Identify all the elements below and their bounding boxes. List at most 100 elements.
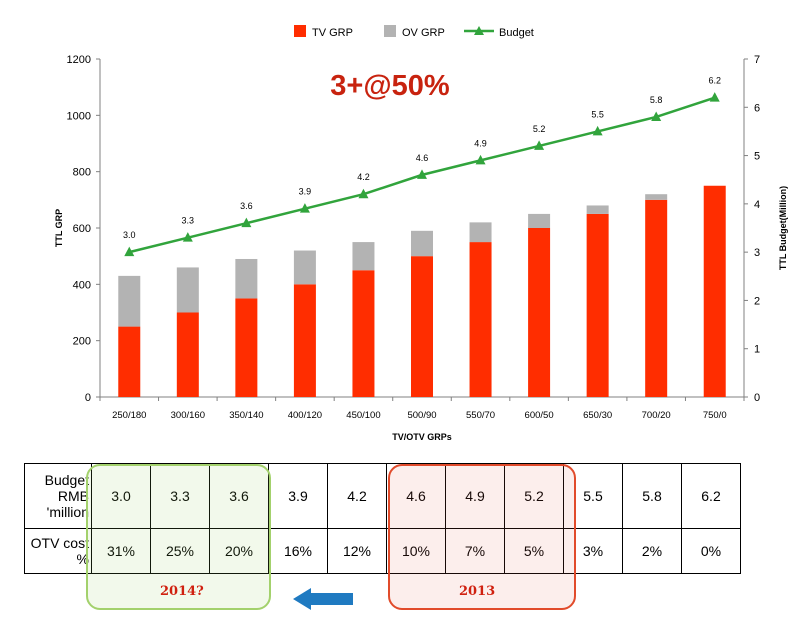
bar-tv-grp [411, 256, 433, 397]
budget-row-header-line2: RMB [57, 488, 89, 504]
bar-tv-grp [118, 326, 141, 397]
bar-tv-grp [176, 312, 199, 397]
budget-data-label: 6.2 [708, 76, 721, 86]
bar-ov-grp [586, 205, 609, 214]
y-axis-title: TTL GRP [54, 209, 64, 247]
bar-tv-grp [645, 199, 668, 397]
otv-cost-cell: 3% [563, 528, 623, 574]
bars-group [118, 185, 726, 397]
bar-ov-grp [352, 242, 375, 271]
otv-cost-cell: 31% [91, 528, 151, 574]
legend: TV GRP OV GRP Budget [294, 25, 534, 39]
otv-cost-cell: 12% [327, 528, 387, 574]
grp-budget-chart: 3+@50% TV GRP OV GRP Budget 0 200 400 600 80… [54, 25, 788, 442]
otv-cost-cell: 10% [386, 528, 446, 574]
budget-cell: 3.9 [268, 463, 328, 529]
x-tick-label: 450/100 [346, 410, 380, 421]
budget-cell: 3.0 [91, 463, 151, 529]
y-tick-label: 400 [73, 279, 91, 291]
left-y-ticks: 0 200 400 600 800 1000 1200 [67, 54, 100, 404]
otv-cost-row: OTV cost % 31% 25% 20% 16% 12% 10% 7% 5%… [24, 528, 741, 574]
right-y-ticks: 0 1 2 3 4 5 6 7 [744, 54, 760, 404]
legend-label-tv-grp: TV GRP [312, 27, 353, 39]
y2-tick-label: 4 [754, 199, 760, 211]
x-tick-label: 250/180 [112, 410, 146, 421]
left-arrow-icon [293, 588, 353, 610]
x-tick-label: 600/50 [525, 410, 554, 421]
x-tick-label: 650/30 [583, 410, 612, 421]
budget-row-header: Budget RMB 'million [24, 463, 92, 529]
budget-marker [358, 188, 369, 199]
y2-tick-label: 0 [754, 392, 760, 404]
y-tick-label: 1200 [67, 54, 91, 66]
y2-tick-label: 7 [754, 54, 760, 66]
bar-tv-grp [293, 284, 316, 397]
budget-data-label: 3.0 [123, 230, 136, 240]
box-label-2013: 2013 [459, 584, 496, 599]
budget-marker [651, 111, 662, 121]
budget-data-label: 5.5 [591, 109, 604, 119]
highlight-box-2014 [86, 464, 271, 610]
y-tick-label: 800 [73, 167, 91, 179]
otv-cost-cell: 16% [268, 528, 328, 574]
otv-cost-row-header: OTV cost % [24, 528, 92, 574]
budget-cell: 4.2 [327, 463, 387, 529]
budget-data-label: 4.2 [357, 172, 370, 182]
otv-cost-cell: 2% [622, 528, 682, 574]
budget-cell: 5.8 [622, 463, 682, 529]
x-tick-label: 400/120 [288, 410, 322, 421]
highlight-box-2013 [388, 464, 576, 610]
budget-data-label: 4.9 [474, 138, 487, 148]
budget-row: Budget RMB 'million 3.0 3.3 3.6 3.9 4.2 … [24, 463, 741, 529]
y-tick-label: 1000 [67, 110, 91, 122]
bar-tv-grp [703, 185, 726, 397]
bar-ov-grp [235, 258, 258, 299]
bar-tv-grp [352, 270, 375, 397]
y2-tick-label: 2 [754, 295, 760, 307]
y2-axis-title: TTL Budget(Million) [778, 186, 788, 270]
x-tick-label: 300/160 [171, 410, 205, 421]
otv-cost-cell: 0% [681, 528, 741, 574]
legend-label-budget: Budget [499, 27, 534, 39]
bar-ov-grp [645, 194, 668, 200]
otv-cost-cell: 7% [445, 528, 505, 574]
bar-ov-grp [469, 222, 492, 243]
x-tick-label: 700/20 [642, 410, 671, 421]
bar-tv-grp [586, 213, 609, 397]
budget-marker [241, 217, 252, 228]
y-tick-label: 600 [73, 223, 91, 235]
budget-cost-table: Budget RMB 'million 3.0 3.3 3.6 3.9 4.2 … [24, 463, 741, 574]
box-label-2014: 2014? [160, 584, 204, 599]
budget-marker [182, 232, 193, 242]
budget-row-header-line3: 'million [46, 504, 89, 520]
budget-data-label: 3.9 [299, 187, 312, 197]
bar-ov-grp [411, 230, 433, 257]
y2-tick-label: 5 [754, 151, 760, 163]
budget-marker [475, 154, 486, 165]
budget-data-label: 5.8 [650, 95, 663, 105]
left-arrow-shape [293, 588, 353, 610]
otv-cost-row-header-line1: OTV cost [30, 535, 89, 551]
budget-row-header-line1: Budget [44, 472, 89, 488]
legend-marker-budget [474, 26, 484, 35]
legend-swatch-tv-grp [294, 25, 306, 37]
budget-marker [299, 203, 310, 213]
bar-ov-grp [293, 250, 316, 285]
y2-tick-label: 3 [754, 247, 760, 259]
legend-swatch-ov-grp [384, 25, 396, 37]
x-tick-label: 350/140 [229, 410, 263, 421]
x-tick-label: 550/70 [466, 410, 495, 421]
budget-data-label: 3.6 [240, 201, 253, 211]
bar-ov-grp [528, 213, 551, 228]
chart-title: 3+@50% [330, 70, 450, 102]
budget-data-label: 5.2 [533, 124, 546, 134]
bar-ov-grp [118, 275, 141, 327]
budget-data-label: 3.3 [182, 216, 195, 226]
y-tick-label: 0 [85, 392, 91, 404]
budget-line-group: 3.0 3.3 3.6 3.9 4.2 4.6 4.9 5.2 5.5 5.8 6.2 [123, 76, 721, 257]
budget-cell: 3.3 [150, 463, 210, 529]
x-axis-title: TV/OTV GRPs [392, 432, 452, 442]
x-ticks: 250/180 300/160 350/140 400/120 450/100 500/9… [99, 397, 745, 421]
budget-data-label: 4.6 [416, 153, 429, 163]
budget-cell: 6.2 [681, 463, 741, 529]
